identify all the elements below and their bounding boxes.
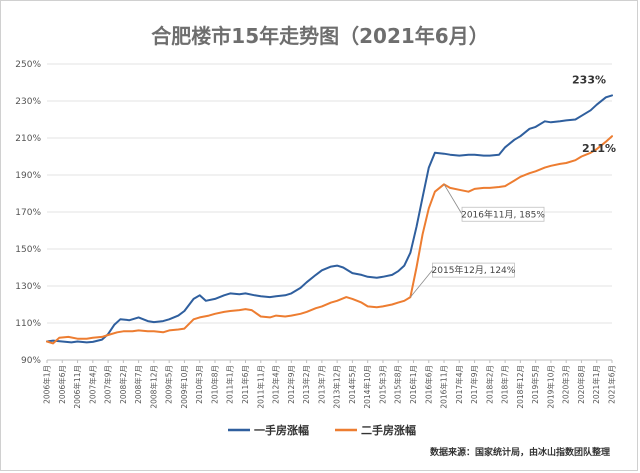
x-tick-label: 2016年6月 [423,365,433,404]
callout-label: 2016年11月, 185% [461,208,545,220]
series-line-new-home [46,94,613,344]
y-tick-label: 210% [15,134,41,144]
y-tick-label: 110% [15,319,41,329]
x-tick-label: 2010年8月 [209,365,219,404]
callout-leader [443,184,463,215]
series-lines [46,94,613,345]
source-note: 数据来源：国家统计局，由冰山指数团队整理 [430,446,610,458]
x-tick-label: 2013年12月 [332,365,342,409]
x-tick-label: 2009年10月 [179,365,189,409]
x-tick-label: 2018年12月 [515,365,525,409]
callout-box [461,206,545,222]
x-tick-label: 2008年12月 [148,365,158,409]
x-tick-label: 2009年5月 [164,365,174,404]
y-tick-label: 150% [15,245,41,255]
x-tick-label: 2011年11月 [255,365,265,409]
x-tick-label: 2006年1月 [42,365,52,404]
x-tick-label: 2019年5月 [530,365,540,404]
x-tick-label: 2008年7月 [133,365,143,404]
x-tick-label: 2017年9月 [469,365,479,404]
x-tick-label: 2018年7月 [500,365,510,404]
x-tick-label: 2015年3月 [377,365,387,404]
x-tick-label: 2014年5月 [347,365,357,404]
callout-label: 2015年12月, 124% [432,264,516,276]
x-tick-label: 2019年10月 [545,365,555,409]
x-tick-label: 2012年4月 [271,365,281,404]
x-tick-label: 2017年4月 [454,365,464,404]
x-tick-label: 2006年6月 [57,365,67,404]
x-tick-label: 2013年7月 [316,365,326,404]
y-tick-label: 230% [15,97,41,107]
x-tick-label: 2013年2月 [301,365,311,404]
x-tick-label: 2008年2月 [118,365,128,404]
x-tick-label: 2020年8月 [576,365,586,404]
x-tick-label: 2007年4月 [87,365,97,404]
x-tick-label: 2011年1月 [225,365,235,404]
x-tick-label: 2014年10月 [362,365,372,409]
x-tick-label: 2011年6月 [240,365,250,404]
x-tick-label: 2021年1月 [591,365,601,404]
x-tick-label: 2010年3月 [194,365,204,404]
series-end-label: 233% [572,73,606,86]
x-axis-ticks: 2006年1月 2006年6月 2006年11月 2007年4月 2007年9月 2008… [42,360,617,409]
annotations: 2016年11月, 185% 2015年12月, 124% [410,184,545,298]
x-tick-label: 2015年8月 [393,365,403,404]
x-tick-label: 2007年9月 [103,365,113,404]
series-end-label: 211% [582,142,616,155]
x-tick-label: 2021年6月 [607,365,617,404]
legend-label: 二手房涨幅 [361,423,416,437]
legend: 一手房涨幅 二手房涨幅 [228,423,416,437]
callout-leader [410,269,433,298]
y-tick-label: 170% [15,208,41,218]
x-tick-label: 2012年9月 [286,365,296,404]
x-tick-label: 2020年3月 [561,365,571,404]
x-tick-label: 2018年2月 [484,365,494,404]
y-tick-label: 130% [15,282,41,292]
y-axis-ticks: 90% 110% 130% 150% 170% 190% 210% 230% 250% [15,60,41,366]
end-labels: 233% 211% [572,73,616,155]
x-tick-label: 2016年11月 [439,365,449,409]
x-tick-label: 2016年1月 [408,365,418,404]
y-tick-label: 190% [15,171,41,181]
y-tick-label: 250% [15,60,41,70]
x-tick-label: 2006年11月 [72,365,82,409]
chart-title: 合肥楼市15年走势图（2021年6月） [151,24,488,48]
callout-box [432,262,515,278]
legend-label: 一手房涨幅 [254,423,309,437]
y-tick-label: 90% [21,356,41,366]
series-line-second-hand [46,135,613,345]
